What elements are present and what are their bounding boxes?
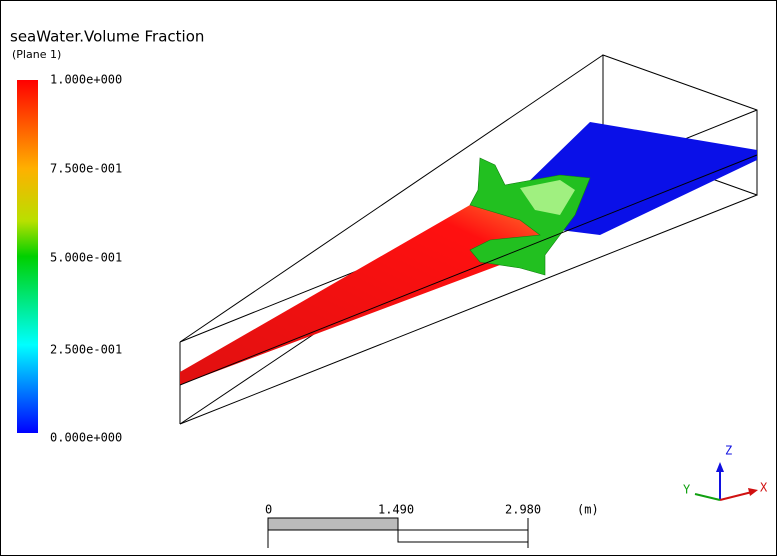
triad-label: X (760, 481, 768, 495)
legend-label: 0.000e+000 (50, 431, 122, 445)
viewport: seaWater.Volume Fraction (Plane 1) 1.000… (0, 0, 777, 556)
viewer: seaWater.Volume Fraction (Plane 1) 1.000… (0, 0, 777, 556)
scale-label: 2.980 (505, 503, 541, 517)
legend-label: 5.000e-001 (50, 251, 122, 265)
legend-label: 7.500e-001 (50, 162, 122, 176)
scale-label: 0 (265, 503, 272, 517)
legend-label: 1.000e+000 (50, 73, 122, 87)
triad-label: Z (725, 444, 732, 458)
color-bar (17, 80, 38, 433)
legend-label: 2.500e-001 (50, 343, 122, 357)
subtitle: (Plane 1) (12, 48, 61, 61)
triad-label: Y (683, 483, 691, 497)
scale-unit: (m) (577, 503, 599, 517)
scale-label: 1.490 (378, 503, 414, 517)
title: seaWater.Volume Fraction (10, 28, 204, 46)
